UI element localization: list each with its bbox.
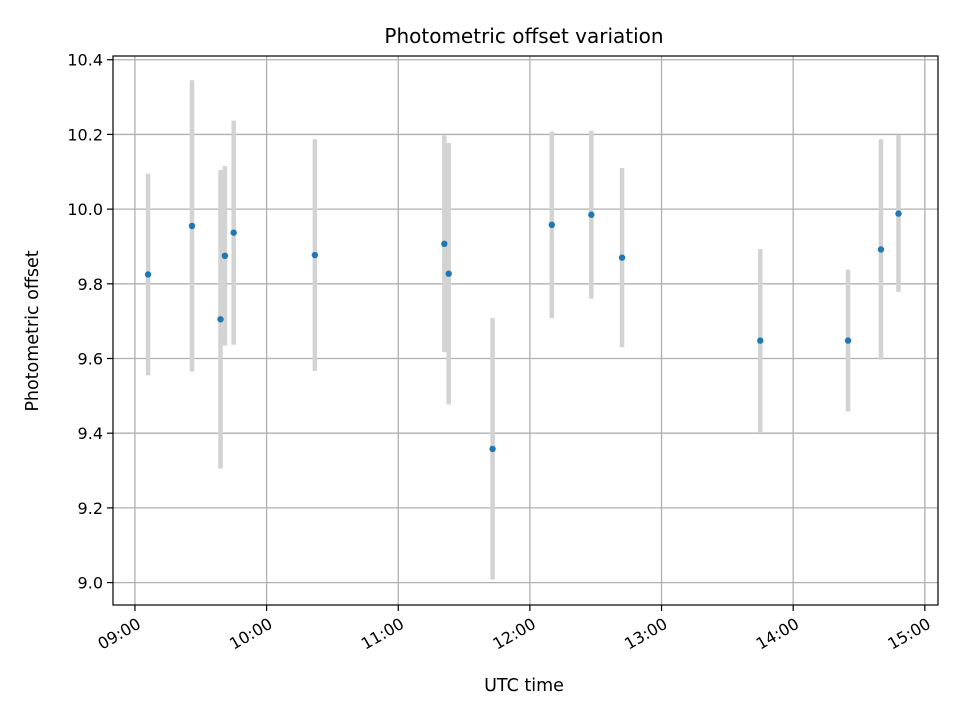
data-point [441, 240, 448, 248]
data-point [548, 221, 556, 229]
x-axis-title: UTC time [484, 676, 564, 696]
data-point [757, 337, 764, 344]
data-point [144, 271, 152, 278]
y-tick-label: 10.4 [67, 51, 103, 70]
y-tick-label: 10.0 [67, 200, 103, 219]
y-tick-label: 9.4 [78, 424, 103, 443]
data-point [877, 246, 885, 253]
data-point [311, 251, 319, 259]
y-axis-title: Photometric offset [23, 250, 43, 411]
y-tick-label: 9.8 [78, 275, 103, 294]
data-point [445, 270, 452, 277]
y-tick-label: 9.2 [78, 499, 103, 518]
data-point [895, 210, 902, 217]
data-point [188, 222, 196, 230]
chart-title: Photometric offset variation [384, 24, 663, 48]
data-point [489, 445, 496, 453]
data-point [618, 254, 626, 261]
data-point [844, 337, 852, 344]
data-point [588, 211, 595, 218]
plot-frame [112, 55, 939, 606]
data-point [230, 229, 237, 236]
y-tick-label: 10.2 [67, 125, 103, 144]
data-point [221, 252, 229, 260]
data-points [144, 210, 902, 453]
grid [113, 56, 938, 605]
data-point [217, 316, 224, 323]
y-tick-label: 9.0 [78, 574, 103, 593]
y-tick-label: 9.6 [78, 350, 103, 369]
